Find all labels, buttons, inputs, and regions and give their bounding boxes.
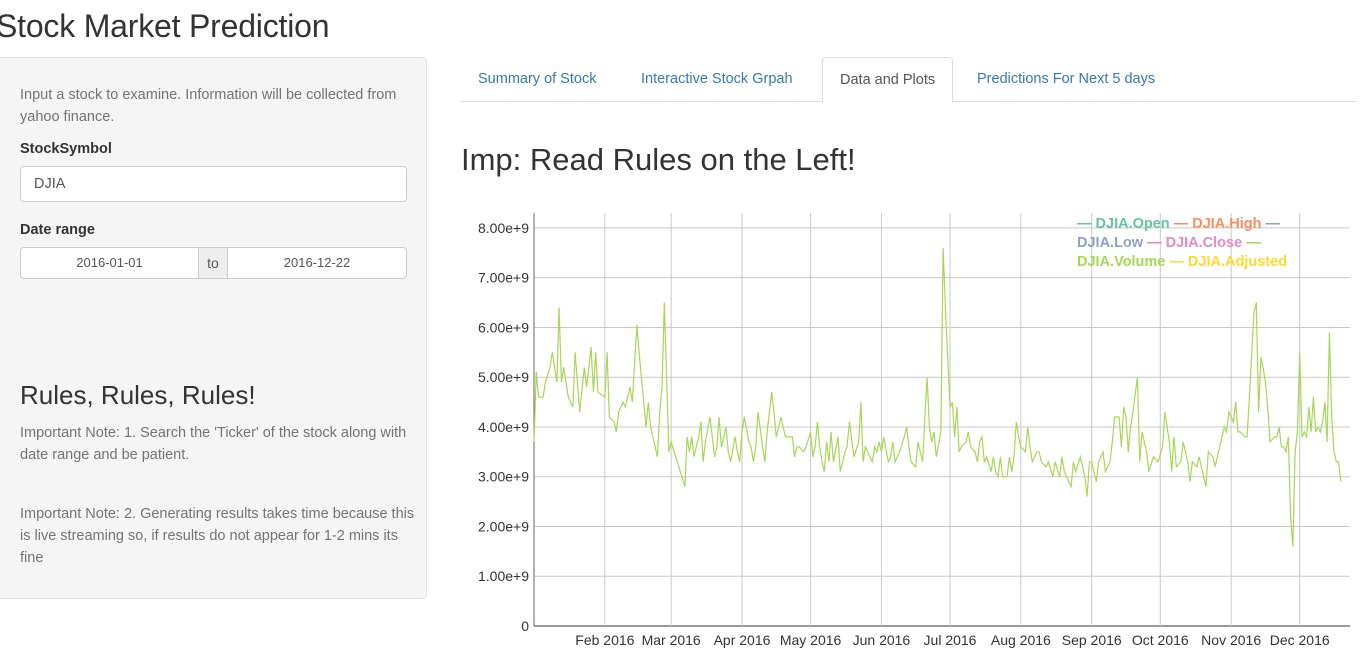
stock-symbol-input[interactable]: DJIA xyxy=(20,166,407,202)
y-tick-label: 4.00e+9 xyxy=(478,419,529,435)
y-tick-label: 0 xyxy=(521,618,529,634)
tab-summary-of-stock[interactable]: Summary of Stock xyxy=(478,71,597,87)
legend-row: — DJIA.Open — DJIA.High — xyxy=(1077,215,1327,234)
y-tick-label: 1.00e+9 xyxy=(478,568,529,584)
legend-entry-djia-high[interactable]: — DJIA.High xyxy=(1173,216,1266,232)
tab-predictions-next-5-days[interactable]: Predictions For Next 5 days xyxy=(977,71,1156,87)
important-note-2: Important Note: 2. Generating results ta… xyxy=(20,506,415,566)
date-range-label: Date range xyxy=(20,222,95,238)
legend-entry-djia-close[interactable]: — DJIA.Close xyxy=(1147,235,1247,251)
x-tick-label: Jul 2016 xyxy=(924,632,977,648)
y-tick-label: 8.00e+9 xyxy=(478,220,529,236)
tab-data-and-plots[interactable]: Data and Plots xyxy=(822,57,954,103)
x-tick-label: Nov 2016 xyxy=(1201,632,1261,648)
x-tick-label: Dec 2016 xyxy=(1270,632,1330,648)
y-tick-label: 6.00e+9 xyxy=(478,319,529,335)
important-note-1: Important Note: 1. Search the 'Ticker' o… xyxy=(20,425,407,463)
y-tick-label: 3.00e+9 xyxy=(478,469,529,485)
x-tick-label: Apr 2016 xyxy=(714,632,771,648)
chart-legend: — DJIA.Open — DJIA.High — DJIA.Low — DJIA… xyxy=(1077,215,1327,272)
legend-row: DJIA.Low — DJIA.Close — xyxy=(1077,234,1327,253)
content-heading: Imp: Read Rules on the Left! xyxy=(461,142,856,177)
legend-dash: — xyxy=(1265,216,1281,232)
x-tick-label: Aug 2016 xyxy=(991,632,1051,648)
y-tick-label: 2.00e+9 xyxy=(478,518,529,534)
series-line-djia-volume xyxy=(533,247,1342,547)
rules-heading: Rules, Rules, Rules! xyxy=(20,380,256,410)
chart-svg: 0 1.00e+9 2.00e+9 3.00e+9 4.00e+9 5.00e+9 6.00… xyxy=(478,213,1350,648)
sidebar-help-text: Input a stock to examine. Information wi… xyxy=(20,87,397,125)
start-date-input[interactable]: 2016-01-01 xyxy=(20,247,199,279)
app-title: Stock Market Prediction xyxy=(0,8,330,44)
y-tick-label: 5.00e+9 xyxy=(478,369,529,385)
legend-dash: — xyxy=(1246,235,1261,251)
x-tick-label: May 2016 xyxy=(780,632,842,648)
stock-symbol-label: StockSymbol xyxy=(20,141,112,157)
end-date-input[interactable]: 2016-12-22 xyxy=(227,247,407,279)
legend-entry-djia-low[interactable]: DJIA.Low xyxy=(1077,235,1148,251)
x-tick-label: Sep 2016 xyxy=(1062,632,1122,648)
sidebar-panel: Input a stock to examine. Information wi… xyxy=(0,57,427,599)
volume-chart: 0 1.00e+9 2.00e+9 3.00e+9 4.00e+9 5.00e+9 6.00… xyxy=(460,205,1361,653)
date-range-separator: to xyxy=(199,247,227,279)
tab-interactive-stock-graph[interactable]: Interactive Stock Grpah xyxy=(641,71,793,87)
legend-entry-djia-volume[interactable]: DJIA.Volume xyxy=(1077,254,1170,270)
date-range-input: 2016-01-01 to 2016-12-22 xyxy=(20,247,407,279)
x-tick-label: Mar 2016 xyxy=(642,632,701,648)
legend-entry-djia-adjusted[interactable]: — DJIA.Adjusted xyxy=(1169,254,1288,270)
legend-entry-djia-open[interactable]: — DJIA.Open xyxy=(1077,216,1174,232)
x-tick-label: Oct 2016 xyxy=(1132,632,1189,648)
tab-bar: Summary of Stock Interactive Stock Grpah… xyxy=(461,57,1356,103)
legend-row: DJIA.Volume — DJIA.Adjusted xyxy=(1077,253,1327,272)
y-tick-label: 7.00e+9 xyxy=(478,270,529,286)
x-tick-label: Feb 2016 xyxy=(575,632,634,648)
x-tick-label: Jun 2016 xyxy=(853,632,911,648)
